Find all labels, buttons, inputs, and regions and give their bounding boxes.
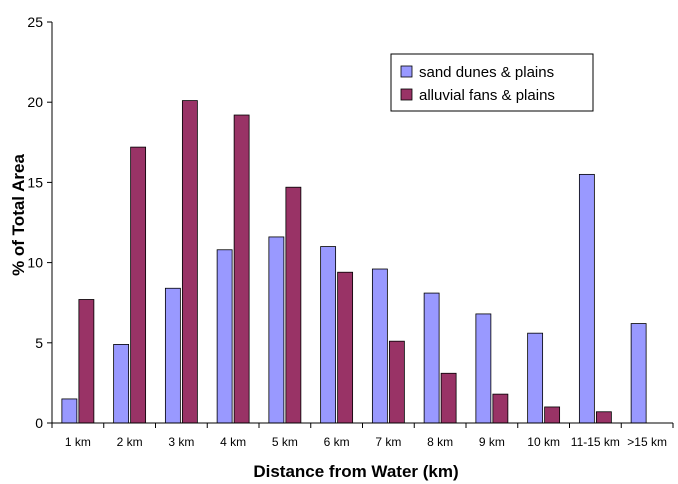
legend-box [390,53,594,112]
bar-alluvial-fans-3 [233,114,250,424]
bar-alluvial-fans-8 [492,393,509,424]
bar-sand-dunes-10 [578,173,595,424]
bar-sand-dunes-11 [630,323,647,424]
bar-sand-dunes-3 [216,249,233,424]
bars-group [61,100,647,424]
bar-alluvial-fans-10 [595,411,612,424]
y-tick-label-1: 5 [35,335,43,351]
axes-group [47,21,674,428]
bar-sand-dunes-8 [475,313,492,424]
y-tick-label-3: 15 [27,174,43,190]
bar-sand-dunes-9 [527,332,544,424]
bar-alluvial-fans-2 [181,100,198,424]
x-tick-label-0: 1 km [65,435,91,449]
legend-swatch-alluvial-fans [400,88,413,101]
x-tick-label-4: 5 km [272,435,298,449]
y-tick-label-5: 25 [27,14,43,30]
y-axis-title: % of Total Area [9,154,28,276]
bar-alluvial-fans-4 [285,186,302,424]
x-tick-label-3: 4 km [220,435,246,449]
y-tick-label-0: 0 [35,415,43,431]
x-tick-label-1: 2 km [117,435,143,449]
x-axis-title: Distance from Water (km) [253,462,458,481]
x-tick-label-9: 10 km [527,435,560,449]
bar-sand-dunes-6 [371,268,388,424]
bar-alluvial-fans-6 [388,340,405,424]
x-tick-label-6: 7 km [375,435,401,449]
legend-label-sand-dunes: sand dunes & plains [419,64,554,81]
legend-label-alluvial-fans: alluvial fans & plains [419,87,555,104]
bar-alluvial-fans-1 [130,146,147,424]
bar-sand-dunes-7 [423,292,440,424]
x-tick-label-7: 8 km [427,435,453,449]
x-tick-label-2: 3 km [168,435,194,449]
y-tick-label-4: 20 [27,94,43,110]
bar-alluvial-fans-0 [78,299,95,424]
bar-sand-dunes-2 [164,287,181,424]
x-tick-label-8: 9 km [479,435,505,449]
bar-sand-dunes-4 [268,236,285,424]
legend: sand dunes & plains alluvial fans & plai… [390,53,594,112]
x-tick-label-10: 11-15 km [571,435,620,449]
y-tick-labels: 0 5 10 15 20 25 [27,14,43,431]
bar-sand-dunes-0 [61,398,78,424]
y-tick-label-2: 10 [27,255,43,271]
bar-alluvial-fans-5 [337,271,354,424]
x-tick-label-11: >15 km [627,435,667,449]
bar-sand-dunes-5 [320,246,337,424]
bar-alluvial-fans-9 [544,406,561,424]
x-tick-labels: 1 km 2 km 3 km 4 km 5 km 6 km 7 km 8 km 9 km 10 k… [65,435,667,449]
bar-sand-dunes-1 [113,344,130,424]
x-tick-label-5: 6 km [324,435,350,449]
legend-swatch-sand-dunes [400,65,413,78]
bar-alluvial-fans-7 [440,372,457,424]
